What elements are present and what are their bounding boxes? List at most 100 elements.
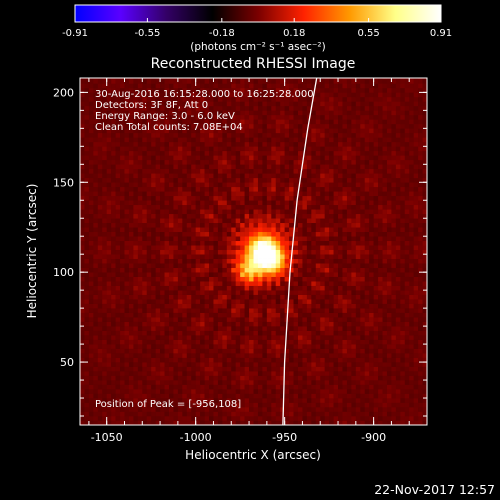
heatmap-cell <box>293 317 299 322</box>
heatmap-cell <box>102 267 107 273</box>
heatmap-cell <box>231 326 237 331</box>
heatmap-cell <box>391 164 397 170</box>
heatmap-cell <box>324 231 330 237</box>
heatmap-cell <box>342 344 348 349</box>
heatmap-cell <box>333 303 339 309</box>
heatmap-cell <box>186 141 192 147</box>
heatmap-cell <box>351 389 357 394</box>
heatmap-cell <box>404 330 410 336</box>
heatmap-cell <box>244 263 250 268</box>
heatmap-cell <box>146 398 152 403</box>
heatmap-cell <box>338 236 343 242</box>
heatmap-cell <box>262 290 268 295</box>
heatmap-cell <box>124 236 130 242</box>
heatmap-cell <box>226 240 232 246</box>
heatmap-cell <box>164 186 170 192</box>
heatmap-cell <box>195 155 201 161</box>
heatmap-cell <box>115 321 121 327</box>
heatmap-cell <box>338 303 343 309</box>
heatmap-cell <box>338 227 343 233</box>
heatmap-cell <box>120 416 125 421</box>
heatmap-cell <box>360 155 366 161</box>
heatmap-cell <box>244 186 250 192</box>
heatmap-cell <box>418 164 423 170</box>
heatmap-cell <box>266 263 272 268</box>
heatmap-cell <box>173 227 179 233</box>
heatmap-cell <box>391 285 397 291</box>
heatmap-cell <box>355 245 361 251</box>
heatmap-cell <box>200 159 205 165</box>
heatmap-cell <box>400 344 406 349</box>
heatmap-cell <box>342 362 348 367</box>
heatmap-cell <box>280 407 285 412</box>
heatmap-cell <box>422 353 427 358</box>
heatmap-cell <box>240 371 245 376</box>
heatmap-cell <box>173 155 179 161</box>
heatmap-cell <box>128 299 134 304</box>
heatmap-cell <box>137 231 143 237</box>
heatmap-cell <box>271 227 277 233</box>
heatmap-cell <box>240 303 245 309</box>
heatmap-cell <box>386 159 392 165</box>
heatmap-cell <box>164 245 170 251</box>
heatmap-cell <box>217 209 223 215</box>
heatmap-cell <box>409 231 414 237</box>
heatmap-cell <box>373 218 379 224</box>
heatmap-cell <box>231 150 237 156</box>
heatmap-cell <box>360 267 366 273</box>
heatmap-cell <box>386 236 392 242</box>
heatmap-cell <box>422 411 427 417</box>
heatmap-cell <box>413 339 419 345</box>
heatmap-cell <box>213 402 219 408</box>
heatmap-cell <box>364 146 370 152</box>
heatmap-cell <box>329 177 334 183</box>
heatmap-cell <box>186 222 192 228</box>
heatmap-cell <box>422 398 427 403</box>
heatmap-cell <box>280 173 285 179</box>
heatmap-cell <box>164 137 170 143</box>
heatmap-cell <box>173 150 179 156</box>
heatmap-cell <box>342 186 348 192</box>
heatmap-cell <box>266 366 272 372</box>
heatmap-cell <box>373 362 379 367</box>
heatmap-cell <box>102 303 107 309</box>
heatmap-cell <box>155 398 161 403</box>
heatmap-cell <box>124 218 130 224</box>
heatmap-cell <box>97 299 103 304</box>
heatmap-cell <box>297 416 303 421</box>
heatmap-cell <box>164 353 170 358</box>
heatmap-cell <box>177 366 183 372</box>
heatmap-cell <box>80 398 85 403</box>
heatmap-cell <box>124 335 130 340</box>
heatmap-cell <box>333 357 339 363</box>
heatmap-cell <box>373 393 379 399</box>
heatmap-cell <box>324 191 330 197</box>
heatmap-cell <box>195 186 201 192</box>
heatmap-cell <box>84 353 90 358</box>
heatmap-cell <box>289 213 294 219</box>
heatmap-cell <box>204 366 210 372</box>
heatmap-cell <box>142 236 148 242</box>
heatmap-cell <box>186 393 192 399</box>
heatmap-cell <box>204 249 210 255</box>
heatmap-cell <box>240 159 245 165</box>
heatmap-cell <box>315 389 321 394</box>
heatmap-cell <box>120 164 125 170</box>
heatmap-cell <box>342 294 348 300</box>
heatmap-cell <box>106 285 112 291</box>
heatmap-cell <box>373 380 379 385</box>
heatmap-cell <box>160 191 165 197</box>
heatmap-cell <box>177 308 183 313</box>
heatmap-cell <box>275 173 281 179</box>
heatmap-cell <box>346 155 352 161</box>
heatmap-cell <box>284 263 290 268</box>
heatmap-cell <box>351 416 357 421</box>
heatmap-cell <box>115 303 121 309</box>
heatmap-cell <box>155 353 161 358</box>
heatmap-cell <box>182 380 188 385</box>
heatmap-cell <box>106 218 112 224</box>
heatmap-cell <box>177 182 183 188</box>
heatmap-cell <box>115 200 121 206</box>
heatmap-cell <box>373 227 379 233</box>
heatmap-cell <box>275 150 281 156</box>
